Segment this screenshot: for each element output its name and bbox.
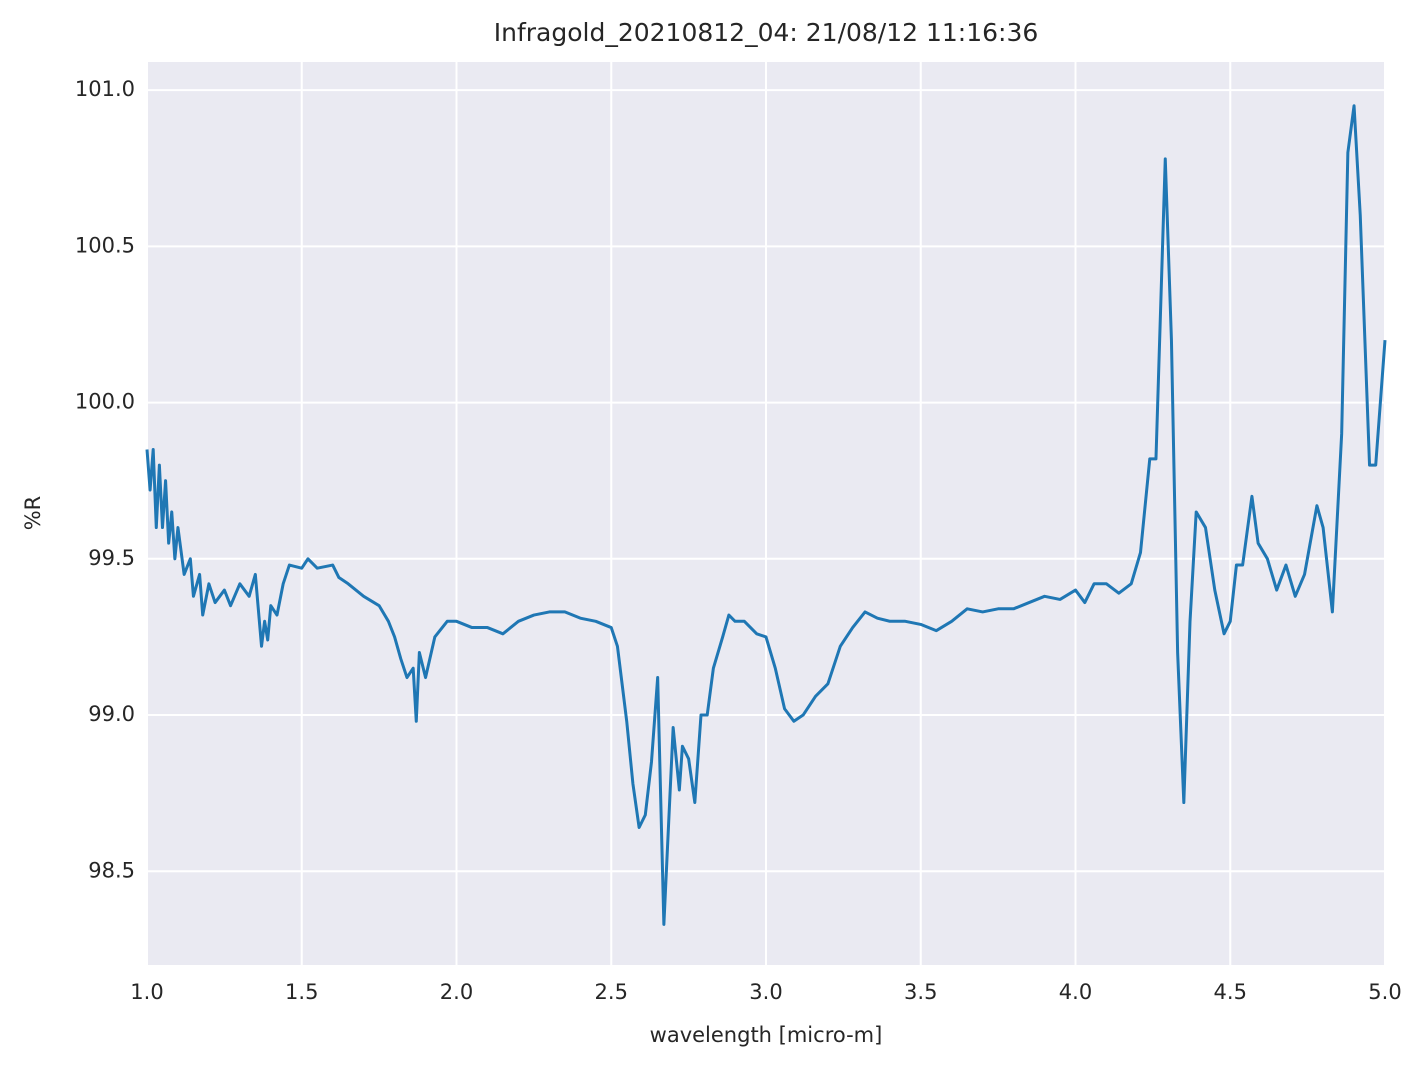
x-tick-label: 2.5: [595, 980, 628, 1004]
y-axis-label: %R: [21, 496, 45, 531]
x-axis-label: wavelength [micro-m]: [650, 1023, 883, 1047]
x-tick-label: 2.0: [440, 980, 473, 1004]
y-tick-label: 99.5: [88, 546, 135, 570]
x-tick-label: 4.0: [1059, 980, 1092, 1004]
x-tick-label: 4.5: [1214, 980, 1247, 1004]
y-tick-label: 101.0: [75, 77, 135, 101]
data-line: [145, 104, 1387, 926]
x-tick-label: 5.0: [1368, 980, 1401, 1004]
y-tick-label: 99.0: [88, 702, 135, 726]
x-tick-label: 1.0: [130, 980, 163, 1004]
x-tick-label: 3.5: [904, 980, 937, 1004]
y-tick-label: 100.5: [75, 233, 135, 257]
y-tick-label: 98.5: [88, 858, 135, 882]
y-tick-label: 100.0: [75, 390, 135, 414]
x-tick-label: 1.5: [285, 980, 318, 1004]
chart-title: Infragold_20210812_04: 21/08/12 11:16:36: [494, 18, 1039, 47]
x-tick-label: 3.0: [749, 980, 782, 1004]
